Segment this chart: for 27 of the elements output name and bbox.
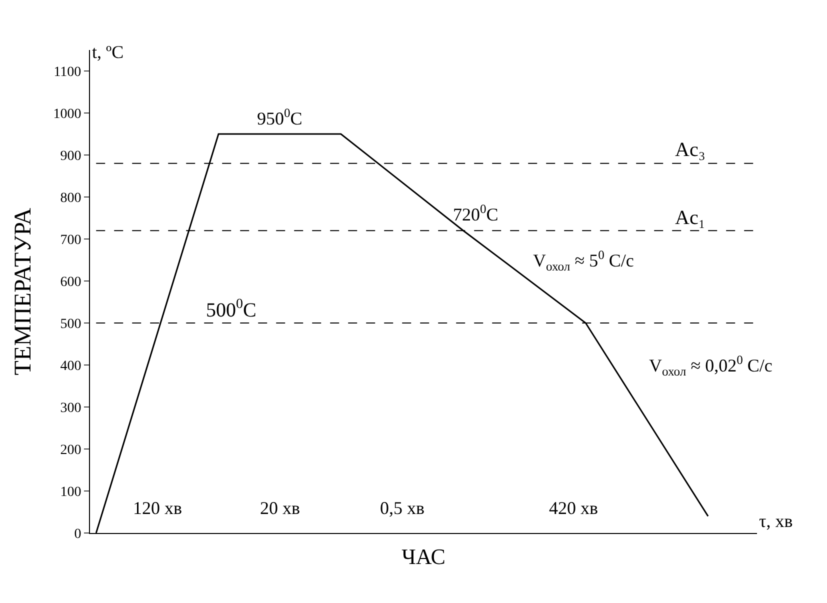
y-tick-label: 700 [60,232,82,248]
y-axis-title: ТЕМПЕРАТУРА [10,207,36,376]
annotation: 120 хв [133,498,182,518]
annotation: 720$^{0}$C [453,202,498,225]
annotation: 0,5 хв [380,498,424,518]
y-tick-label: 600 [60,274,82,290]
y-tick-label: 300 [60,400,82,416]
annotation: V$_{охол}$ ≈ 5$^{0}$ C/с [533,248,634,274]
ref-line-label: Ac₁ [675,207,706,229]
y-tick-label: 800 [60,190,82,206]
annotation: τ, хв [759,511,793,531]
annotation: 420 хв [549,498,598,518]
ref-line-label: Ac₃ [675,139,706,161]
annotation: 20 хв [260,498,300,518]
annotation: 950$^{0}$C [257,106,302,129]
y-tick-label: 900 [60,148,82,164]
y-tick-label: 500 [60,316,82,332]
y-tick-label: 200 [60,442,82,458]
y-tick-label: 1100 [54,64,82,80]
annotation: t, ºC [92,42,124,62]
y-tick-label: 400 [60,358,82,374]
x-axis-title: ЧАС [402,544,446,569]
y-tick-label: 100 [60,484,82,500]
annotation: V$_{охол}$ ≈ 0,02$^{0}$ C/с [649,353,772,378]
y-tick-label: 0 [74,526,82,542]
ref-line-label: 500$^{0}$C [206,297,256,322]
y-tick-label: 1000 [53,106,82,122]
